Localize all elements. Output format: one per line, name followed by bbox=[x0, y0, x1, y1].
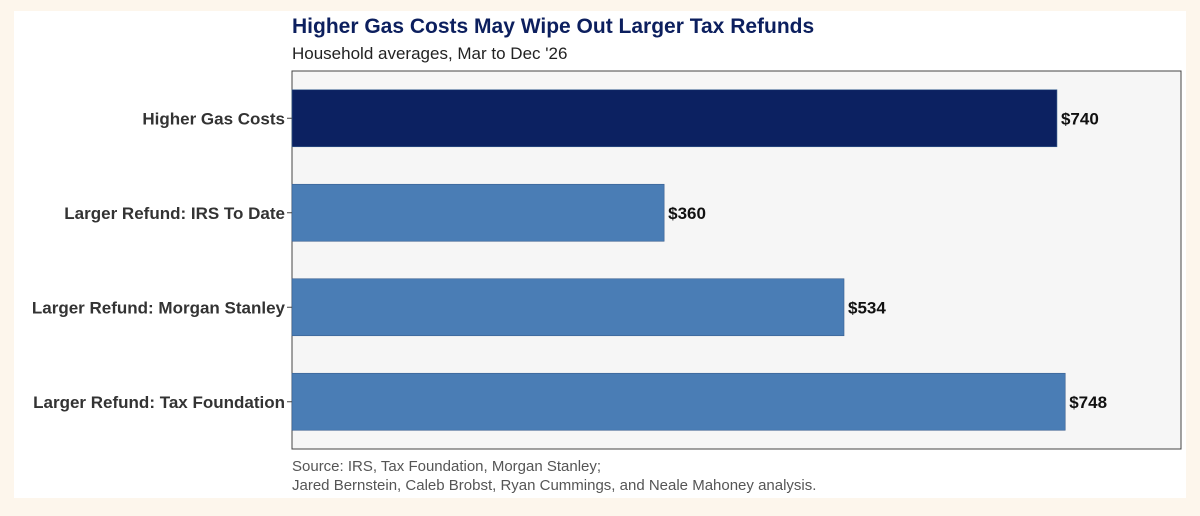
chart-card: Higher Gas Costs May Wipe Out Larger Tax… bbox=[14, 11, 1186, 498]
category-label-3: Larger Refund: Tax Foundation bbox=[33, 393, 285, 412]
bar-1 bbox=[291, 183, 665, 242]
bar-chart: Higher Gas Costs Larger Refund: IRS To Da… bbox=[32, 70, 1182, 450]
chart-title: Higher Gas Costs May Wipe Out Larger Tax… bbox=[292, 15, 815, 38]
tick-group bbox=[287, 117, 292, 403]
bar-3 bbox=[291, 372, 1066, 431]
category-label-1: Larger Refund: IRS To Date bbox=[64, 204, 285, 223]
source-line-1: Source: IRS, Tax Foundation, Morgan Stan… bbox=[292, 458, 602, 475]
value-label-0: $740 bbox=[1061, 109, 1099, 128]
value-labels-group: $740 $360 $534 $748 bbox=[668, 109, 1107, 412]
bar-0 bbox=[291, 89, 1058, 148]
chart-subtitle: Household averages, Mar to Dec '26 bbox=[292, 44, 568, 63]
category-label-0: Higher Gas Costs bbox=[142, 109, 285, 128]
value-label-3: $748 bbox=[1069, 393, 1107, 412]
source-line-2: Jared Bernstein, Caleb Brobst, Ryan Cumm… bbox=[292, 477, 817, 494]
value-label-2: $534 bbox=[848, 298, 886, 317]
bars-group bbox=[291, 89, 1066, 431]
bar-2 bbox=[291, 278, 845, 337]
category-labels-group: Higher Gas Costs Larger Refund: IRS To Da… bbox=[32, 109, 286, 412]
value-label-1: $360 bbox=[668, 204, 706, 223]
source-note: Source: IRS, Tax Foundation, Morgan Stan… bbox=[292, 457, 816, 495]
category-label-2: Larger Refund: Morgan Stanley bbox=[32, 298, 286, 317]
